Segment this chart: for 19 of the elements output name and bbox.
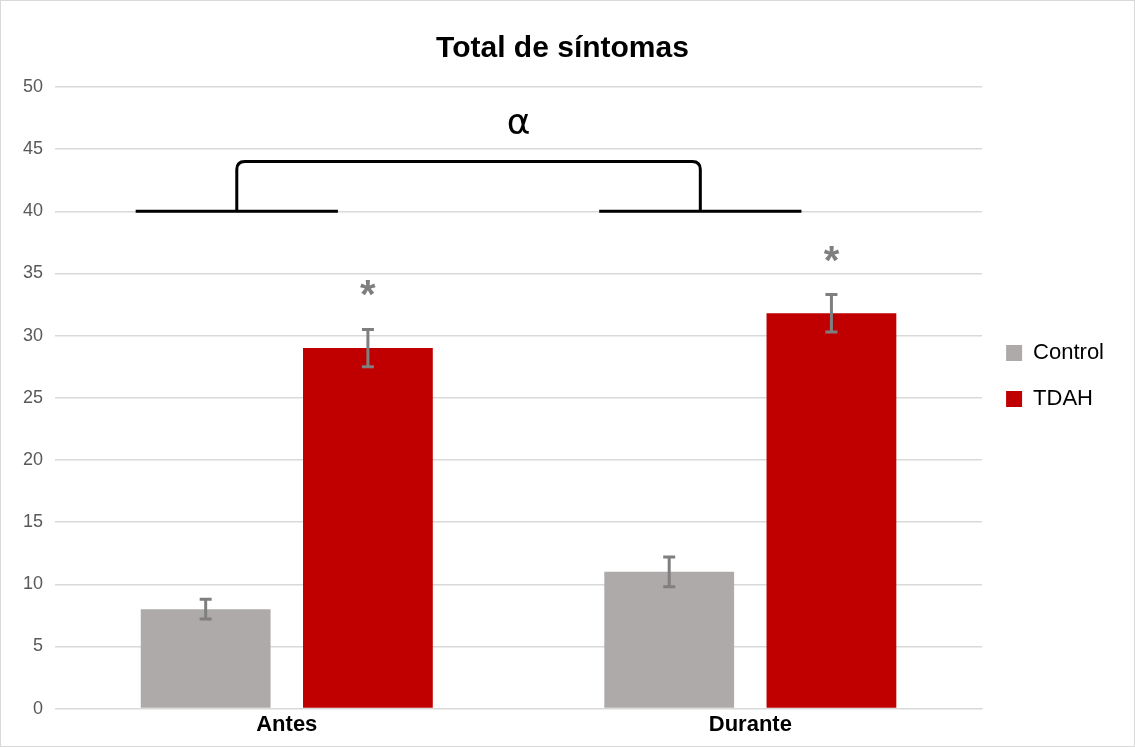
y-tick-label: 15 <box>22 511 44 532</box>
y-tick-label: 50 <box>22 75 44 96</box>
y-tick-label: 20 <box>22 448 44 469</box>
annotation: * <box>823 237 840 282</box>
y-tick-label: 10 <box>22 573 44 594</box>
y-tick-label: 40 <box>22 200 44 221</box>
chart-title: Total de síntomas <box>436 30 689 64</box>
y-tick-label: 0 <box>33 697 44 718</box>
y-tick-label: 30 <box>22 324 44 345</box>
y-tick-label: 45 <box>22 138 44 159</box>
y-tick-label: 5 <box>33 635 44 656</box>
annotation: α <box>506 100 531 142</box>
x-tick-label: Antes <box>256 710 318 736</box>
y-tick-label: 25 <box>22 386 44 407</box>
y-tick-label: 35 <box>22 262 44 283</box>
legend-label: TDAH <box>1033 385 1093 411</box>
x-tick-label: Durante <box>708 710 792 736</box>
legend-label: Control <box>1033 339 1104 365</box>
annotation: * <box>360 272 377 317</box>
